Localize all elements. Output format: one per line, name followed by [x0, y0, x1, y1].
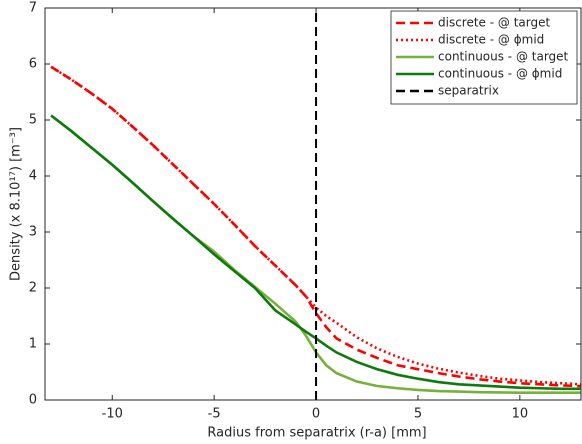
x-tick-label: 5: [414, 407, 422, 422]
y-tick-label: 1: [29, 337, 37, 352]
plot-lines: [50, 8, 581, 400]
legend-label: continuous - @ ϕmid: [438, 67, 562, 81]
x-axis-label: Radius from separatrix (r-a) [mm]: [207, 426, 426, 441]
legend-label: separatrix: [438, 84, 499, 98]
y-tick-label: 6: [29, 57, 37, 72]
y-axis-label: Density (x 8.10¹⁷) [m⁻³]: [9, 127, 24, 281]
y-tick-label: 3: [29, 225, 37, 240]
legend: discrete - @ target discrete - @ ϕmid cont…: [390, 10, 578, 105]
legend-label: continuous - @ target: [438, 50, 569, 64]
legend-label: discrete - @ target: [438, 16, 550, 30]
x-tick-label: 10: [512, 407, 529, 422]
y-tick-label: 2: [29, 281, 37, 296]
series-line: [50, 65, 581, 386]
y-tick-label: 4: [29, 169, 37, 184]
series-line: [50, 65, 581, 388]
x-tick-label: -10: [102, 407, 123, 422]
x-tick-label: 0: [312, 407, 320, 422]
axes-frame: [44, 7, 582, 401]
y-tick-label: 0: [29, 393, 37, 408]
legend-label: discrete - @ ϕmid: [438, 33, 544, 47]
x-tick-label: -5: [208, 407, 221, 422]
y-tick-label: 7: [29, 1, 37, 16]
y-tick-label: 5: [29, 113, 37, 128]
